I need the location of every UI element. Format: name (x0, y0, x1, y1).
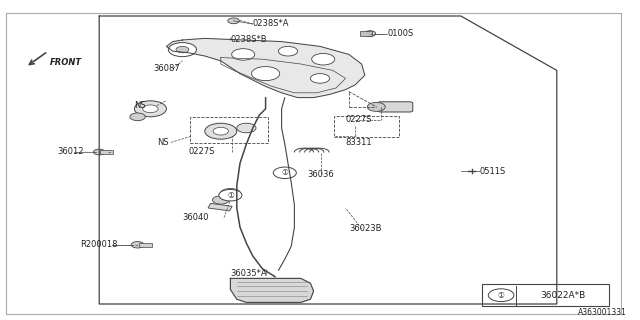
Text: 0238S*A: 0238S*A (253, 20, 289, 28)
FancyBboxPatch shape (100, 150, 113, 154)
Text: 0227S: 0227S (346, 116, 372, 124)
Text: 36036: 36036 (307, 170, 334, 179)
Circle shape (220, 188, 241, 199)
Bar (208, 204, 232, 211)
Text: 36022A*B: 36022A*B (541, 291, 586, 300)
Text: 0511S: 0511S (480, 167, 506, 176)
Circle shape (273, 167, 296, 179)
Text: NS: NS (134, 101, 146, 110)
Text: FRONT: FRONT (50, 58, 82, 67)
Text: 36087: 36087 (154, 64, 180, 73)
Text: ①: ① (498, 291, 504, 300)
Circle shape (364, 31, 376, 36)
Circle shape (367, 102, 385, 111)
Text: A363001331: A363001331 (579, 308, 627, 317)
Circle shape (278, 46, 298, 56)
Circle shape (228, 18, 239, 24)
Text: 83311: 83311 (346, 138, 372, 147)
Polygon shape (230, 278, 314, 302)
Circle shape (176, 46, 189, 53)
Text: ①: ① (227, 191, 234, 200)
Circle shape (312, 53, 335, 65)
Text: 36040: 36040 (182, 213, 209, 222)
Circle shape (232, 49, 255, 60)
Circle shape (134, 101, 166, 117)
Text: NS: NS (157, 138, 168, 147)
Circle shape (131, 242, 144, 248)
Text: 0100S: 0100S (387, 29, 413, 38)
Text: 0227S: 0227S (189, 148, 215, 156)
Polygon shape (166, 38, 365, 98)
Circle shape (205, 123, 237, 139)
Circle shape (237, 123, 256, 133)
Circle shape (212, 196, 229, 204)
FancyBboxPatch shape (334, 116, 399, 137)
Circle shape (130, 113, 145, 121)
FancyBboxPatch shape (482, 284, 609, 306)
FancyBboxPatch shape (190, 117, 268, 143)
Text: ①: ① (282, 168, 288, 177)
Circle shape (93, 149, 105, 155)
Circle shape (143, 105, 158, 113)
FancyBboxPatch shape (378, 102, 413, 112)
Text: 36035*A: 36035*A (230, 269, 267, 278)
Circle shape (168, 43, 196, 57)
FancyBboxPatch shape (360, 31, 372, 36)
Circle shape (213, 127, 228, 135)
Text: 36023B: 36023B (349, 224, 381, 233)
Circle shape (488, 289, 514, 301)
Text: 0238S*B: 0238S*B (230, 36, 267, 44)
Circle shape (252, 67, 280, 81)
Text: R200018: R200018 (80, 240, 118, 249)
Text: 36012: 36012 (58, 148, 84, 156)
FancyBboxPatch shape (139, 243, 152, 247)
Circle shape (310, 74, 330, 83)
Circle shape (219, 189, 242, 201)
